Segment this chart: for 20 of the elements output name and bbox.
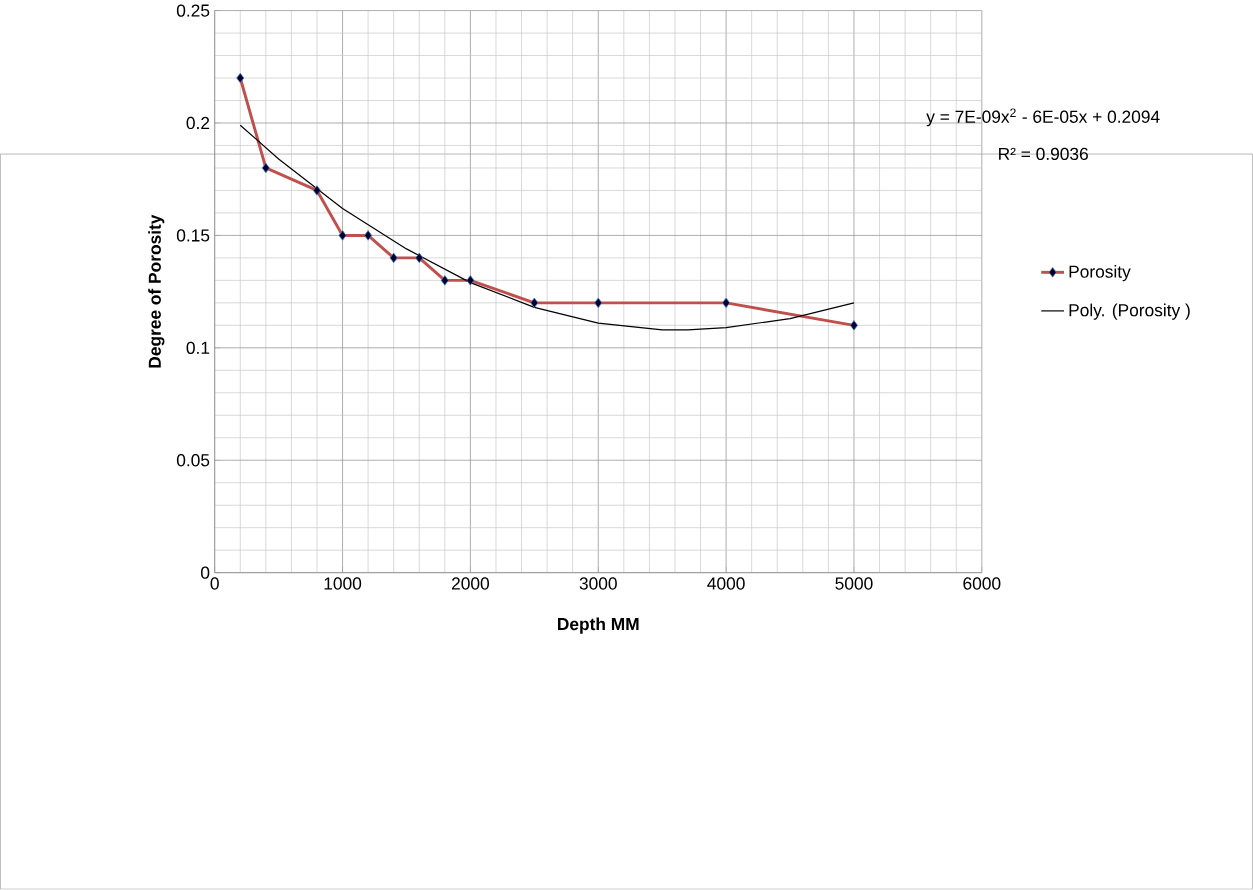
x-tick-label: 0 (210, 577, 219, 590)
x-tick-label: 5000 (835, 577, 873, 590)
y-axis-title: Degree of Porosity (148, 214, 165, 368)
x-tick-label: 4000 (707, 577, 745, 590)
y-tick-label: 0.25 (176, 4, 210, 17)
x-tick-label: 1000 (324, 577, 362, 590)
y-tick-label: 0.1 (186, 341, 210, 355)
text: R² = 0.9036 (999, 147, 1088, 161)
y-tick-label: 0 (201, 566, 210, 579)
x-tick-label: 3000 (579, 577, 617, 590)
x-tick-label: 6000 (963, 577, 1001, 590)
legend-label: Porosity (1069, 265, 1131, 282)
legend-label: Poly. (Porosity ) (1069, 303, 1190, 320)
line-series (239, 124, 855, 331)
x-axis-title: Depth MM (558, 617, 639, 634)
y-tick-label: 0.15 (176, 229, 210, 242)
y-tick-label: 0.2 (186, 117, 210, 130)
y-tick-label: 0.05 (176, 454, 210, 467)
x-tick-label: 2000 (452, 577, 490, 590)
annotation: y = 7E-09x$^{2}$ - 6E-05x + 0.2094 (926, 108, 1160, 127)
